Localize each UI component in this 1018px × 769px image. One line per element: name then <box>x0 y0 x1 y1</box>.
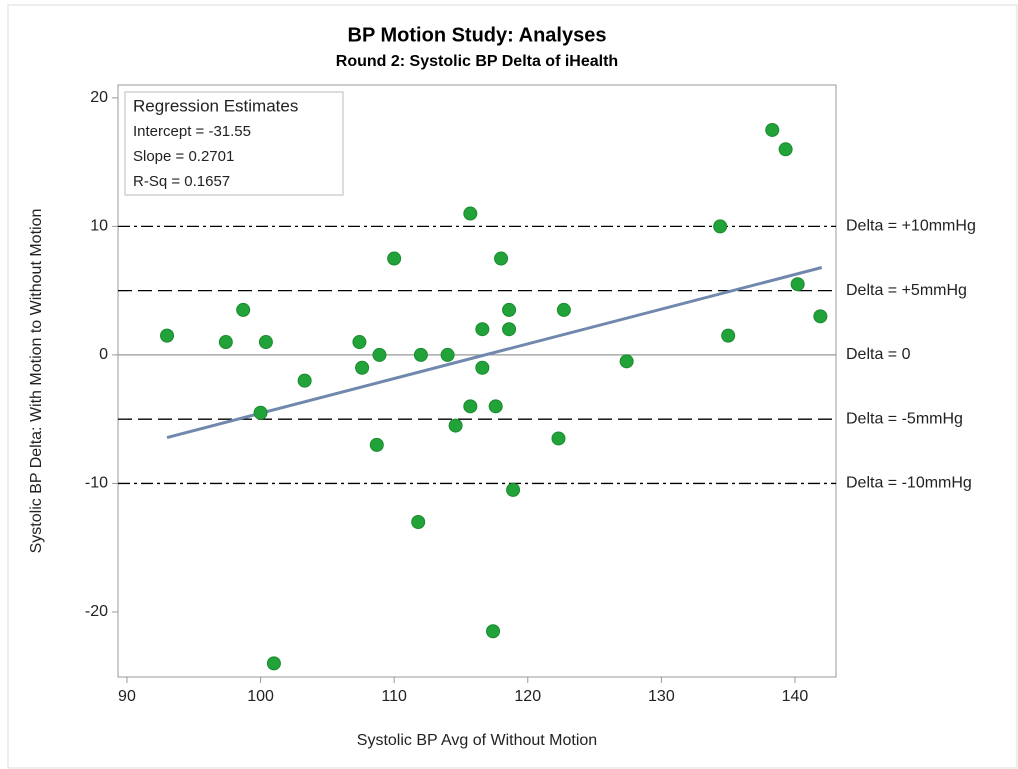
x-tick-label: 110 <box>381 688 407 705</box>
data-point <box>619 354 634 369</box>
y-tick-label: 10 <box>90 218 108 235</box>
inset-title: Regression Estimates <box>133 96 298 115</box>
page-frame <box>7 4 1018 769</box>
plot-frame <box>117 84 837 678</box>
data-point <box>463 206 478 221</box>
y-tick-label: 20 <box>90 89 108 106</box>
data-point <box>372 347 387 362</box>
y-tick-label: 0 <box>99 346 108 363</box>
data-point <box>297 373 312 388</box>
data-point <box>556 302 571 317</box>
data-point <box>387 251 402 266</box>
chart-title: BP Motion Study: Analyses <box>348 24 607 46</box>
data-point <box>258 335 273 350</box>
data-point <box>494 251 509 266</box>
y-axis-label: Systolic BP Delta: With Motion to Withou… <box>28 209 45 554</box>
data-point <box>502 322 517 337</box>
data-point <box>790 277 805 292</box>
data-point <box>506 482 521 497</box>
x-tick-label: 130 <box>648 688 675 705</box>
data-point <box>440 347 455 362</box>
x-tick-label: 120 <box>514 688 541 705</box>
data-point <box>721 328 736 343</box>
reference-label: Delta = +10mmHg <box>846 218 976 235</box>
data-point <box>266 656 281 671</box>
data-point <box>369 437 384 452</box>
data-point <box>713 219 728 234</box>
data-point <box>502 302 517 317</box>
inset-row: Intercept = -31.55 <box>133 123 251 140</box>
data-point <box>352 335 367 350</box>
data-point <box>765 122 780 137</box>
data-point <box>475 360 490 375</box>
data-point <box>463 399 478 414</box>
data-point <box>486 624 501 639</box>
inset-row: Slope = 0.2701 <box>133 148 234 165</box>
fit-line <box>166 266 823 440</box>
x-tick-label: 100 <box>247 688 274 705</box>
inset-box <box>124 91 344 196</box>
chart-subtitle: Round 2: Systolic BP Delta of iHealth <box>336 53 618 70</box>
data-point <box>551 431 566 446</box>
data-point <box>778 142 793 157</box>
x-axis-label: Systolic BP Avg of Without Motion <box>357 732 597 749</box>
y-tick-label: -20 <box>85 603 108 620</box>
data-point <box>236 302 251 317</box>
x-tick-label: 90 <box>118 688 136 705</box>
data-point <box>160 328 175 343</box>
data-point <box>475 322 490 337</box>
inset-row: R-Sq = 0.1657 <box>133 173 230 190</box>
reference-label: Delta = -10mmHg <box>846 475 972 492</box>
reference-label: Delta = +5mmHg <box>846 282 967 299</box>
data-point <box>253 405 268 420</box>
reference-label: Delta = -5mmHg <box>846 410 963 427</box>
data-point <box>411 514 426 529</box>
data-point <box>413 347 428 362</box>
data-point <box>488 399 503 414</box>
data-point <box>813 309 828 324</box>
y-tick-label: -10 <box>85 475 108 492</box>
reference-label: Delta = 0 <box>846 346 911 363</box>
data-point <box>448 418 463 433</box>
data-point <box>218 335 233 350</box>
data-point <box>355 360 370 375</box>
x-tick-label: 140 <box>782 688 809 705</box>
